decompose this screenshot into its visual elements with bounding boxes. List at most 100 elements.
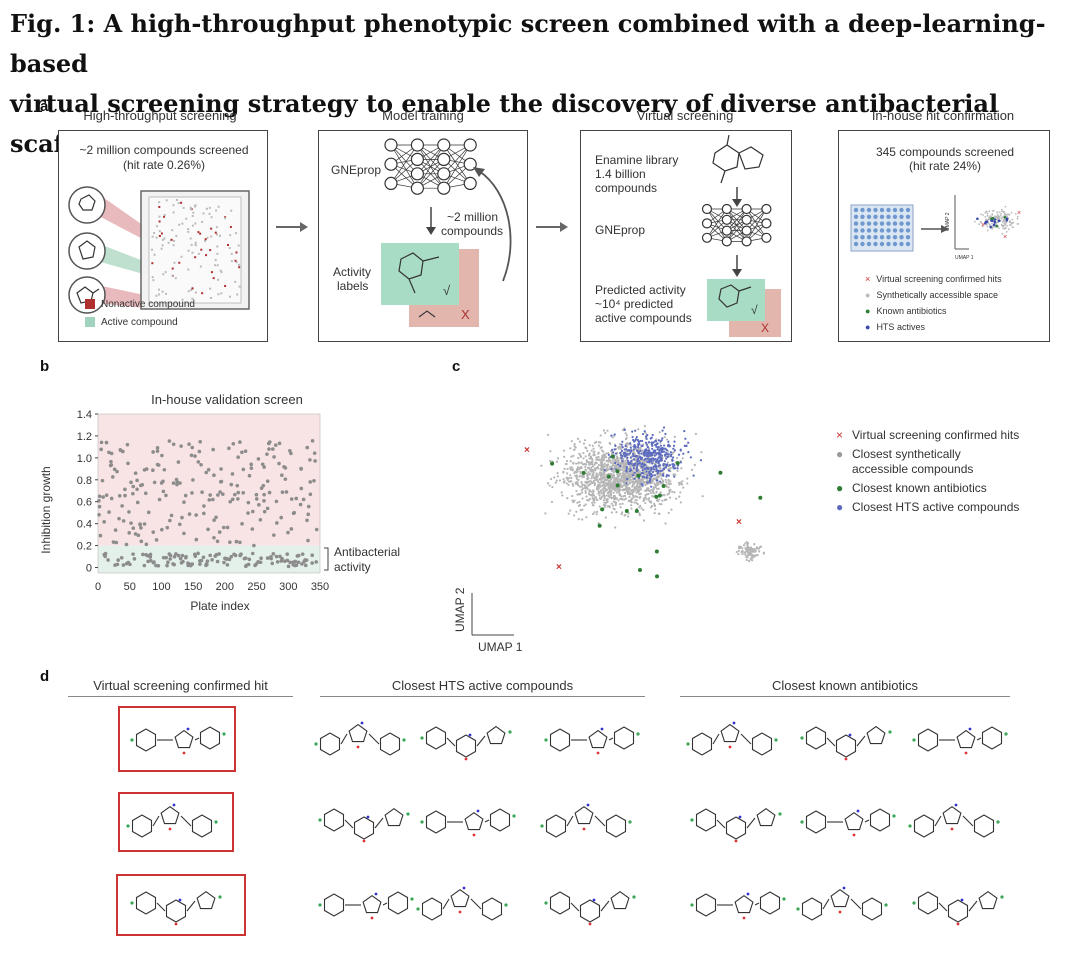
umap-point xyxy=(680,467,683,470)
umap-point xyxy=(973,220,976,223)
umap-point xyxy=(623,498,626,501)
umap-point xyxy=(622,482,626,485)
data-point xyxy=(262,492,266,497)
molecule-structure xyxy=(690,891,786,920)
plate-well xyxy=(164,271,167,274)
data-point xyxy=(169,513,174,518)
umap-point xyxy=(598,483,602,487)
umap-point xyxy=(599,485,602,488)
umap-point xyxy=(624,432,627,435)
data-point xyxy=(121,449,125,454)
umap-point xyxy=(625,479,628,482)
umap-point xyxy=(572,454,575,457)
umap-point xyxy=(572,448,576,452)
umap-point xyxy=(657,439,660,442)
chemical-structures xyxy=(126,721,1008,926)
umap-point xyxy=(1010,211,1013,214)
plate-well xyxy=(899,241,904,247)
umap-legend-marker: × xyxy=(836,428,844,442)
umap-point xyxy=(591,512,595,516)
umap-point xyxy=(621,502,624,505)
plate-well xyxy=(172,211,175,214)
umap-legend-marker: ● xyxy=(836,500,844,514)
umap-point xyxy=(603,506,606,509)
plate-well xyxy=(892,228,898,233)
umap-point xyxy=(570,439,573,443)
umap-point xyxy=(576,466,579,469)
umap-point xyxy=(586,449,589,453)
umap-point xyxy=(643,467,647,470)
umap-point xyxy=(605,452,608,455)
umap-point xyxy=(624,444,627,448)
umap-point xyxy=(654,508,657,511)
umap-point xyxy=(565,459,569,463)
umap-point xyxy=(587,466,590,469)
plate-well xyxy=(217,205,220,208)
umap-point xyxy=(597,444,601,447)
training-box: GNEprop ~2 million compounds Activity la… xyxy=(318,130,528,342)
umap-point xyxy=(598,491,601,494)
umap-point xyxy=(637,462,640,465)
umap-point xyxy=(602,480,605,483)
umap-point xyxy=(579,455,582,458)
umap-point xyxy=(644,441,648,444)
umap-point xyxy=(624,459,627,463)
hts-heading: High-throughput screening xyxy=(83,108,237,123)
plate-well xyxy=(237,244,240,247)
umap-point xyxy=(630,501,633,504)
umap-point xyxy=(625,434,628,437)
umap-point xyxy=(660,481,663,484)
data-point xyxy=(129,480,133,485)
plate-well xyxy=(163,215,166,218)
virtual-heading: Virtual screening xyxy=(636,108,734,123)
data-point xyxy=(194,513,198,517)
umap-point xyxy=(591,501,594,504)
data-point xyxy=(109,459,113,464)
plate-well xyxy=(879,214,885,219)
umap-point xyxy=(565,463,568,466)
umap-point xyxy=(584,489,587,492)
molecule-structure xyxy=(800,725,892,761)
umap-point xyxy=(619,493,622,497)
plate-well xyxy=(873,214,878,219)
umap-point xyxy=(593,482,597,485)
umap-point xyxy=(648,460,651,463)
umap-point xyxy=(603,490,606,493)
umap-point xyxy=(665,481,668,484)
data-point xyxy=(236,455,240,459)
umap-point xyxy=(570,455,573,458)
umap-point xyxy=(654,549,659,554)
plate-well xyxy=(194,256,197,259)
data-point xyxy=(310,439,315,443)
umap-point xyxy=(675,461,680,466)
umap-point xyxy=(643,450,647,454)
confirmed-hit-box-3 xyxy=(116,874,246,936)
plate-well xyxy=(866,207,872,213)
data-point xyxy=(262,465,266,469)
confirm-heading: In-house hit confirmation xyxy=(871,108,1015,123)
plate-well xyxy=(879,235,885,240)
umap-point xyxy=(672,456,675,459)
umap-point xyxy=(626,469,629,472)
umap-point xyxy=(645,470,648,473)
umap-point xyxy=(650,472,653,476)
umap-point xyxy=(658,455,661,458)
umap-point xyxy=(601,459,604,462)
antibacterial-annotation-1: Antibacterial xyxy=(334,545,400,559)
data-point xyxy=(181,559,185,564)
umap-point xyxy=(566,472,569,475)
data-point xyxy=(171,481,176,485)
umap-point xyxy=(662,447,665,450)
data-point xyxy=(308,480,313,484)
umap-point xyxy=(993,220,997,224)
umap-point xyxy=(616,474,619,478)
umap-point xyxy=(619,472,622,475)
network-node xyxy=(741,236,752,247)
molecule-structure xyxy=(908,803,1000,838)
umap-point xyxy=(609,461,613,464)
umap-point xyxy=(669,482,672,486)
plate-well xyxy=(158,201,161,204)
col-antibiotics-rule xyxy=(680,696,1010,697)
plate-well xyxy=(892,235,898,240)
data-point xyxy=(192,552,197,557)
